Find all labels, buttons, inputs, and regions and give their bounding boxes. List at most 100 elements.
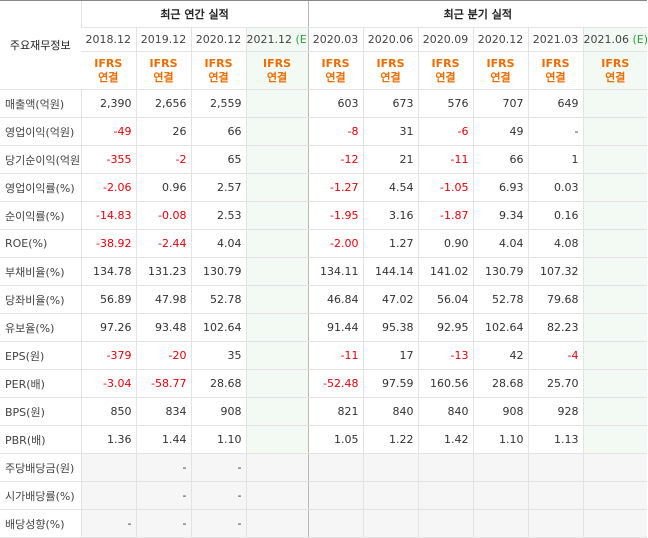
table-row: 매출액(억원) 2,390 2,656 2,559 603 673 576 707 649 xyxy=(0,89,648,118)
table-cell: 82.23 xyxy=(527,313,584,342)
table-cell: -38.92 xyxy=(80,229,136,258)
table-row: 유보율(%) 97.26 93.48 102.64 91.44 95.38 92.95 102… xyxy=(0,313,648,342)
table-cell: 46.84 xyxy=(307,285,364,314)
table-cell xyxy=(582,481,648,510)
ifrs-line2: 연결 xyxy=(545,70,566,84)
row-label: 배당성향(%) xyxy=(0,509,81,538)
table-cell: 35 xyxy=(190,341,246,370)
table-cell xyxy=(582,201,648,230)
table-cell: 130.79 xyxy=(190,257,246,286)
table-cell: 131.23 xyxy=(135,257,191,286)
ifrs-line1: IFRS xyxy=(321,56,350,70)
table-row: 영업이익률(%) -2.06 0.96 2.57 -1.27 4.54 -1.05 6.93 0… xyxy=(0,173,648,202)
table-cell xyxy=(245,453,309,482)
table-cell xyxy=(245,285,309,314)
table-cell: -2.00 xyxy=(307,229,364,258)
table-cell: 4.04 xyxy=(472,229,529,258)
table-cell: 908 xyxy=(472,397,529,426)
estimate-mark: (E) xyxy=(295,33,309,46)
table-cell xyxy=(582,257,648,286)
row-label: 주당배당금(원) xyxy=(0,453,81,482)
table-cell: 47.02 xyxy=(362,285,419,314)
ifrs-line1: IFRS xyxy=(486,56,515,70)
ifrs-label: IFRS 연결 xyxy=(245,51,309,90)
table-cell: -8 xyxy=(307,117,364,146)
table-cell: 4.04 xyxy=(190,229,246,258)
table-cell: 92.95 xyxy=(417,313,474,342)
table-body: 매출액(억원) 2,390 2,656 2,559 603 673 576 707 649 영업이… xyxy=(0,89,648,538)
table-cell: -1.05 xyxy=(417,173,474,202)
table-cell: 840 xyxy=(417,397,474,426)
table-cell: 93.48 xyxy=(135,313,191,342)
table-cell: -2 xyxy=(135,145,191,174)
table-cell: -355 xyxy=(80,145,136,174)
table-cell xyxy=(582,173,648,202)
period-label: 2019.12 xyxy=(140,33,187,46)
period-header: 2020.12 xyxy=(190,27,246,52)
group-header-row: 주요재무정보 최근 연간 실적 최근 분기 실적 xyxy=(0,0,648,90)
ifrs-line1: IFRS xyxy=(431,56,460,70)
ifrs-line1: IFRS xyxy=(263,56,291,70)
period-header: 2021.03 xyxy=(527,27,584,52)
table-cell xyxy=(80,481,136,510)
table-row: EPS(원) -379 -20 35 -11 17 -13 42 -4 xyxy=(0,341,648,370)
table-cell: -1.95 xyxy=(307,201,364,230)
row-label: PBR(배) xyxy=(0,425,81,454)
table-row: PBR(배) 1.36 1.44 1.10 1.05 1.22 1.42 1.10 1.13 xyxy=(0,425,648,454)
period-header: 2021.12 (E) xyxy=(245,27,309,52)
table-cell: -14.83 xyxy=(80,201,136,230)
period-label: 2020.06 xyxy=(367,33,414,46)
row-label: PER(배) xyxy=(0,369,81,398)
period-label: 2021.12 xyxy=(246,33,292,46)
table-cell: 673 xyxy=(362,89,419,118)
table-cell xyxy=(245,173,309,202)
table-cell xyxy=(245,229,309,258)
table-cell: 603 xyxy=(307,89,364,118)
table-cell: 28.68 xyxy=(190,369,246,398)
table-cell: 2.53 xyxy=(190,201,246,230)
table-cell: 95.38 xyxy=(362,313,419,342)
row-label: 당기순이익(억원) xyxy=(0,145,81,174)
table-cell: 134.11 xyxy=(307,257,364,286)
table-cell xyxy=(582,89,648,118)
table-cell: 102.64 xyxy=(190,313,246,342)
table-cell: -11 xyxy=(417,145,474,174)
table-cell: 928 xyxy=(527,397,584,426)
table-cell: 908 xyxy=(190,397,246,426)
table-cell xyxy=(307,481,364,510)
table-cell: 107.32 xyxy=(527,257,584,286)
table-row: 부채비율(%) 134.78 131.23 130.79 134.11 144.14 141… xyxy=(0,257,648,286)
table-cell xyxy=(245,481,309,510)
period-label: 2020.12 xyxy=(195,33,242,46)
table-cell: 134.78 xyxy=(80,257,136,286)
table-cell: 21 xyxy=(362,145,419,174)
table-cell: 56.04 xyxy=(417,285,474,314)
table-cell: -1.27 xyxy=(307,173,364,202)
table-row: 당기순이익(억원) -355 -2 65 -12 21 -11 66 1 xyxy=(0,145,648,174)
table-cell: 707 xyxy=(472,89,529,118)
ifrs-label: IFRS 연결 xyxy=(417,51,474,90)
ifrs-line2: 연결 xyxy=(435,70,456,84)
table-cell: 65 xyxy=(190,145,246,174)
table-row: 주당배당금(원) - - xyxy=(0,453,648,482)
ifrs-label: IFRS 연결 xyxy=(190,51,246,90)
ifrs-label: IFRS 연결 xyxy=(527,51,584,90)
table-cell: 1.22 xyxy=(362,425,419,454)
table-row: 순이익률(%) -14.83 -0.08 2.53 -1.95 3.16 -1.87 9.34… xyxy=(0,201,648,230)
ifrs-line2: 연결 xyxy=(605,70,626,84)
ifrs-line2: 연결 xyxy=(153,70,174,84)
table-cell: -1.87 xyxy=(417,201,474,230)
period-label: 2020.03 xyxy=(312,33,359,46)
table-cell: 1.10 xyxy=(190,425,246,454)
table-cell xyxy=(245,425,309,454)
table-cell: 66 xyxy=(190,117,246,146)
table-cell: 1.44 xyxy=(135,425,191,454)
ifrs-line1: IFRS xyxy=(601,56,630,70)
table-cell: 2.57 xyxy=(190,173,246,202)
ifrs-line2: 연결 xyxy=(266,70,288,84)
table-cell: 6.93 xyxy=(472,173,529,202)
row-label: 영업이익률(%) xyxy=(0,173,81,202)
period-header: 2020.06 xyxy=(362,27,419,52)
row-label: 시가배당률(%) xyxy=(0,481,81,510)
row-label: 유보율(%) xyxy=(0,313,81,342)
